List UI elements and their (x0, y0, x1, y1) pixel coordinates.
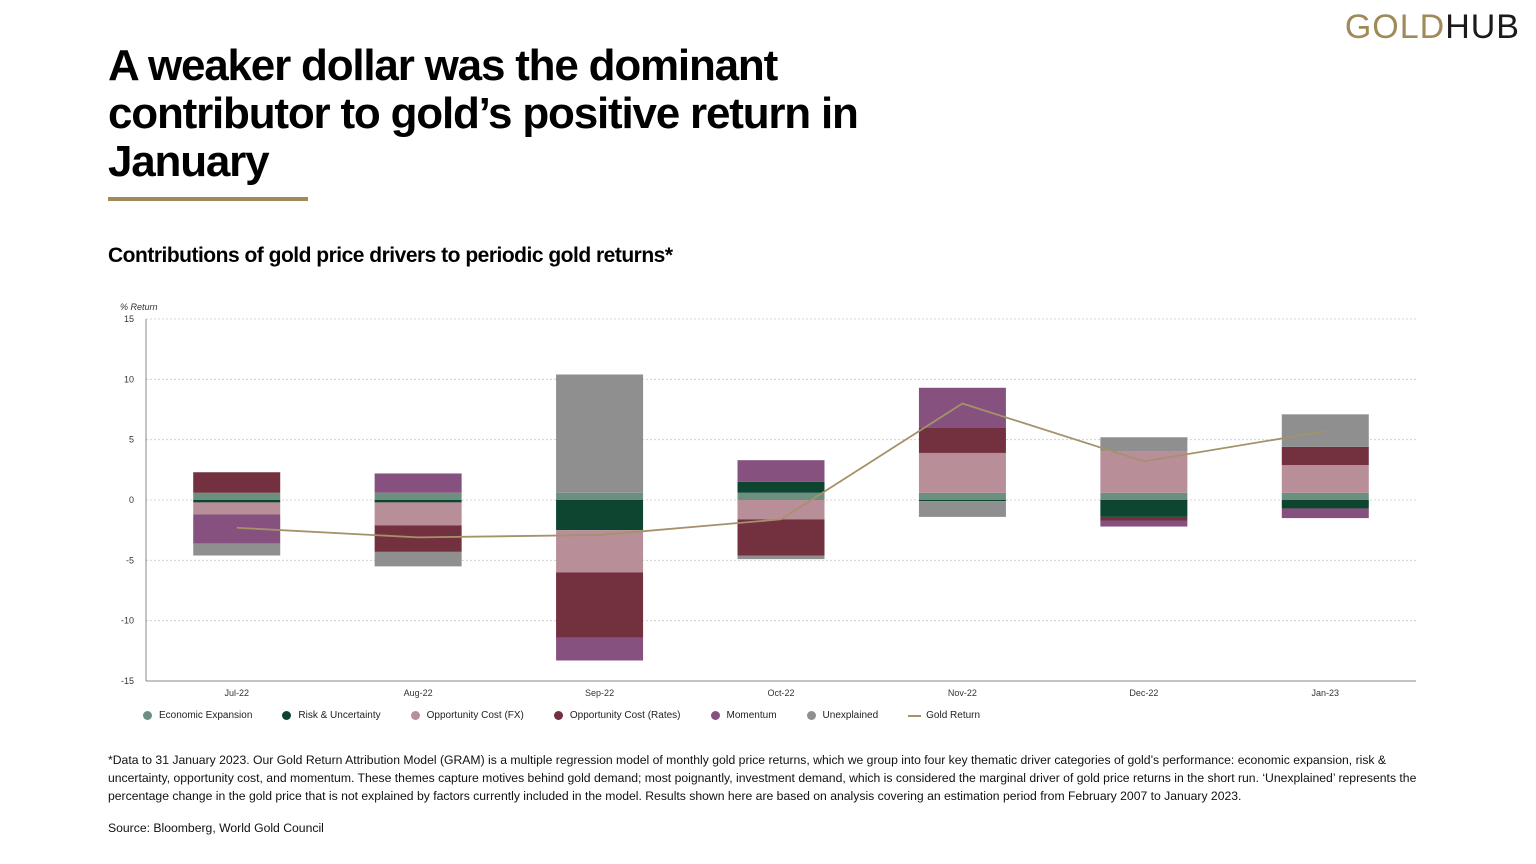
x-tick-label: Aug-22 (404, 688, 433, 698)
x-tick-label: Jan-23 (1312, 688, 1340, 698)
bar-segment (1100, 520, 1188, 527)
bar-segment (1100, 437, 1188, 452)
legend-swatch (806, 711, 816, 720)
bar-segment (737, 481, 825, 493)
x-tick-label: Oct-22 (767, 688, 794, 698)
bar-segment (193, 472, 281, 493)
bar-segment (1100, 451, 1188, 493)
y-tick-label: 10 (124, 374, 134, 384)
bar-segment (918, 500, 1006, 502)
bar-segment (1281, 446, 1369, 466)
bar-segment (374, 525, 462, 552)
legend-swatch (410, 711, 420, 720)
bar-segment (1281, 465, 1369, 493)
legend-item: Opportunity Cost (Rates) (553, 710, 681, 721)
y-tick-label: -15 (121, 676, 134, 686)
bar-segment (918, 427, 1006, 453)
bar-segment (737, 492, 825, 500)
bar-segment (374, 500, 462, 503)
legend-swatch (553, 711, 563, 720)
legend-swatch (710, 711, 720, 720)
page-title: A weaker dollar was the dominant contrib… (108, 41, 859, 186)
y-tick-label: -10 (121, 616, 134, 626)
x-tick-label: Sep-22 (585, 688, 614, 698)
bar-segment (1100, 500, 1188, 517)
bar-segment (1100, 492, 1188, 500)
bar-segment (737, 519, 825, 556)
legend-item: Opportunity Cost (FX) (410, 710, 524, 721)
chart-subtitle: Contributions of gold price drivers to p… (108, 244, 673, 267)
legend-item: Momentum (710, 710, 777, 721)
bar-segment (918, 501, 1006, 517)
logo-hub: HUB (1445, 8, 1520, 46)
bar-segment (1100, 516, 1188, 521)
legend-label: Gold Return (926, 710, 981, 721)
logo-gold: GOLD (1344, 8, 1446, 46)
x-tick-label: Jul-22 (224, 688, 249, 698)
legend-item: Gold Return (908, 710, 980, 721)
bar-segment (737, 460, 825, 482)
bar-segment (374, 551, 462, 567)
bar-segment (556, 637, 644, 661)
bar-segment (556, 500, 644, 531)
footnote: *Data to 31 January 2023. Our Gold Retur… (108, 753, 1417, 803)
bar-segment (193, 500, 281, 503)
legend-swatch (143, 711, 152, 720)
bar-segment (737, 555, 825, 560)
bar-segment (737, 500, 825, 520)
bar-segment (193, 502, 281, 515)
bar-segment (1281, 414, 1369, 447)
bar-segment (556, 492, 644, 500)
bar-segment (193, 543, 281, 556)
goldhub-logo: GOLDHUB (1345, 8, 1520, 47)
legend-label: Economic Expansion (159, 710, 253, 721)
title-underline (108, 197, 308, 201)
bar-segment (1281, 492, 1369, 500)
legend-label: Opportunity Cost (Rates) (569, 710, 681, 721)
y-tick-label: -5 (126, 555, 134, 565)
bar-segment (556, 374, 644, 493)
y-axis-label: % Return (120, 302, 158, 312)
legend-line-swatch (908, 714, 922, 717)
legend-swatch (282, 711, 292, 720)
bar-segment (918, 387, 1006, 428)
bar-segment (193, 492, 281, 500)
legend-label: Unexplained (822, 710, 879, 721)
bar-segment (556, 572, 644, 638)
bar-segment (918, 492, 1006, 500)
legend-label: Momentum (726, 710, 777, 721)
bar-segment (1281, 500, 1369, 509)
chart-legend: Economic Expansion Risk & Uncertainty Oppo… (143, 710, 1010, 721)
x-tick-label: Dec-22 (1129, 688, 1158, 698)
bar-segment (374, 473, 462, 493)
bar-segment (1281, 508, 1369, 519)
legend-label: Opportunity Cost (FX) (426, 710, 524, 721)
source-note: Source: Bloomberg, World Gold Council (108, 821, 324, 835)
bar-segment (374, 492, 462, 500)
y-tick-label: 0 (129, 495, 134, 505)
legend-label: Risk & Uncertainty (298, 710, 381, 721)
x-tick-label: Nov-22 (948, 688, 977, 698)
bar-segment (374, 502, 462, 526)
legend-item: Risk & Uncertainty (282, 710, 381, 721)
legend-item: Economic Expansion (143, 710, 252, 721)
y-tick-label: 15 (124, 314, 134, 324)
bar-segment (556, 530, 644, 573)
bar-segment (918, 452, 1006, 493)
legend-item: Unexplained (806, 710, 879, 721)
y-tick-label: 5 (129, 435, 134, 445)
chart: % Return 15 10 5 0 -5 -10 -15 Jul-22 Aug-22 Sep-22… (120, 302, 1416, 698)
